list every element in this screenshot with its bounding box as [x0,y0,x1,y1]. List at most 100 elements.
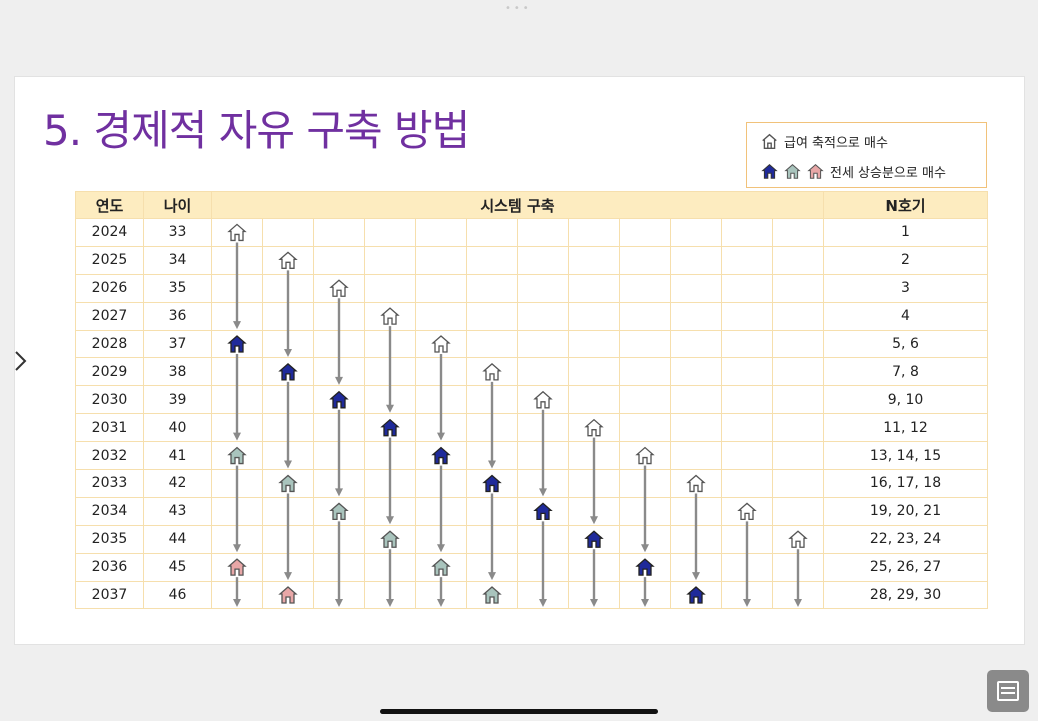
system-cell [568,385,620,415]
system-cell [466,413,518,443]
system-cell [619,496,671,526]
age-cell: 35 [143,273,212,303]
system-cell [262,357,314,387]
system-cell [670,357,722,387]
chevron-right-icon[interactable] [10,348,30,374]
system-cell [517,580,569,610]
system-cell [211,441,263,471]
system-cell [415,580,467,610]
system-cell [313,441,365,471]
age-cell: 43 [143,496,212,526]
system-cell [670,273,722,303]
system-cell [262,580,314,610]
system-cell [211,580,263,610]
n-cell: 7, 8 [823,357,988,387]
system-cell [211,385,263,415]
header-age: 나이 [143,191,212,219]
system-cell [517,329,569,359]
system-cell [670,496,722,526]
table-row: 2035 44 22, 23, 24 [75,524,988,554]
system-cell [313,357,365,387]
system-cell [670,441,722,471]
system-cell [721,469,773,498]
age-cell: 39 [143,385,212,415]
system-cell [670,218,722,247]
system-cell [313,469,365,498]
system-cell [670,301,722,331]
table-row: 2034 43 19, 20, 21 [75,496,988,526]
system-cell [670,524,722,554]
system-cell [211,245,263,275]
system-table: 연도 나이 시스템 구축 N호기 2024 33 1 2025 34 2 2026 35 3 20… [75,191,988,610]
table-row: 2031 40 11, 12 [75,413,988,443]
system-cell [619,245,671,275]
system-cell [568,524,620,554]
system-cell [670,580,722,610]
year-cell: 2030 [75,385,144,415]
system-cell [313,385,365,415]
legend-row-salary: 급여 축적으로 매수 [761,132,888,151]
age-cell: 34 [143,245,212,275]
system-cell [364,524,416,554]
system-cell [466,357,518,387]
year-cell: 2029 [75,357,144,387]
system-cell [517,245,569,275]
system-cell [364,496,416,526]
system-cell [721,357,773,387]
system-cell [262,552,314,582]
system-cell [364,301,416,331]
system-cell [517,524,569,554]
system-cell [619,552,671,582]
age-cell: 33 [143,218,212,247]
notes-button[interactable] [987,670,1029,712]
n-cell: 5, 6 [823,329,988,359]
system-cell [517,441,569,471]
system-cell [415,524,467,554]
system-cell [568,273,620,303]
header-n: N호기 [823,191,988,219]
system-cell [415,441,467,471]
system-cell [415,413,467,443]
n-cell: 22, 23, 24 [823,524,988,554]
table-row: 2026 35 3 [75,273,988,303]
system-cell [262,469,314,498]
system-cell [466,245,518,275]
system-cell [568,469,620,498]
system-cell [772,580,824,610]
notes-icon [997,681,1019,701]
system-cell [415,357,467,387]
system-cell [313,273,365,303]
table-row: 2029 38 7, 8 [75,357,988,387]
year-cell: 2036 [75,552,144,582]
system-cell [517,385,569,415]
system-cell [568,218,620,247]
age-cell: 42 [143,469,212,498]
system-cell [262,524,314,554]
system-cell [211,552,263,582]
system-cell [466,441,518,471]
system-cell [313,496,365,526]
n-cell: 9, 10 [823,385,988,415]
system-cell [466,301,518,331]
system-cell [466,218,518,247]
window-grabber[interactable]: ••• [505,3,532,14]
system-cell [721,580,773,610]
system-cell [619,329,671,359]
system-cell [364,469,416,498]
age-cell: 46 [143,580,212,610]
system-cell [313,580,365,610]
system-cell [364,413,416,443]
system-cell [772,357,824,387]
house-outline-icon [762,133,777,149]
system-cell [313,218,365,247]
system-cell [313,301,365,331]
system-cell [466,496,518,526]
system-cell [517,218,569,247]
system-cell [619,218,671,247]
home-indicator[interactable] [380,709,658,714]
table-row: 2032 41 13, 14, 15 [75,441,988,471]
year-cell: 2027 [75,301,144,331]
system-cell [466,273,518,303]
system-cell [568,441,620,471]
n-cell: 2 [823,245,988,275]
